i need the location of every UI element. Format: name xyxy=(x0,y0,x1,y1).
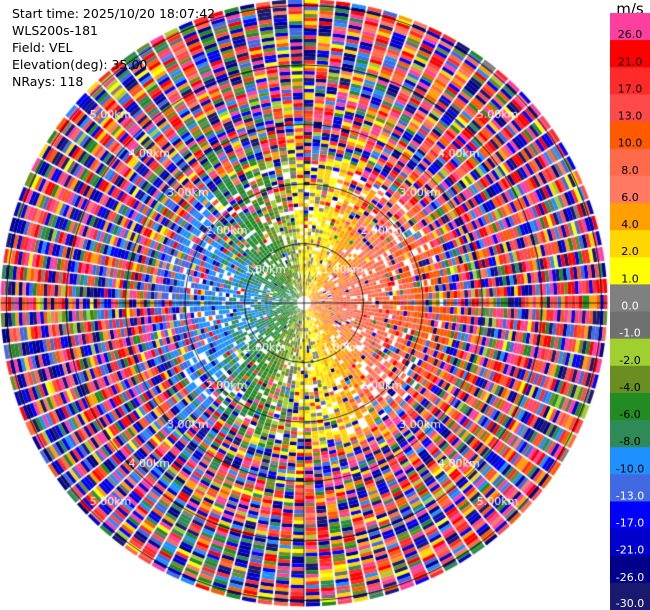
site-label: WLS200s-181 xyxy=(12,23,98,38)
colorbar-tick-label: -4.0 xyxy=(619,381,640,394)
colorbar-tick-label: -8.0 xyxy=(619,435,640,448)
nrays-label: NRays: 118 xyxy=(12,74,84,89)
colorbar-segment xyxy=(610,175,650,204)
colorbar-segment xyxy=(610,555,650,584)
colorbar-segment xyxy=(610,40,650,68)
colorbar-segment xyxy=(610,365,650,394)
colorbar-segment xyxy=(610,67,650,95)
colorbar-segment xyxy=(610,392,650,421)
colorbar-segment xyxy=(610,420,650,448)
colorbar-tick-label: -17.0 xyxy=(616,517,644,530)
elevation-label: Elevation(deg): 35.00 xyxy=(12,57,148,72)
colorbar-tick-label: 1.0 xyxy=(621,272,639,285)
ppi-plot xyxy=(0,0,610,610)
colorbar-tick-label: 26.0 xyxy=(618,28,643,41)
colorbar-tick-label: 0.0 xyxy=(621,300,639,313)
colorbar-tick-label: 6.0 xyxy=(621,191,639,204)
colorbar-segment xyxy=(610,202,650,231)
colorbar-tick-label: 10.0 xyxy=(618,137,643,150)
colorbar-segment xyxy=(610,230,650,258)
colorbar-segment xyxy=(610,121,650,150)
colorbar-tick-label: 21.0 xyxy=(618,55,643,68)
colorbar-segment xyxy=(610,284,650,312)
colorbar-tick-label: -30.0 xyxy=(616,597,644,610)
colorbar-tick-label: 17.0 xyxy=(618,82,643,95)
colorbar-segment xyxy=(610,148,650,177)
colorbar-tick-label: -2.0 xyxy=(619,354,640,367)
colorbar-segment xyxy=(610,582,650,610)
colorbar-segment xyxy=(610,338,650,367)
colorbar-tick-label: -1.0 xyxy=(619,327,640,340)
colorbar-tick-label: -21.0 xyxy=(616,544,644,557)
field-label: Field: VEL xyxy=(12,40,73,55)
colorbar-segment xyxy=(610,528,650,557)
colorbar-tick-label: -10.0 xyxy=(616,462,644,475)
start-time-label: Start time: 2025/10/20 18:07:42 xyxy=(12,6,216,21)
colorbar-tick-label: -13.0 xyxy=(616,489,644,502)
colorbar-segment xyxy=(610,501,650,530)
colorbar-segment xyxy=(610,257,650,285)
colorbar-tick-label: 13.0 xyxy=(618,110,643,123)
colorbar-segment xyxy=(610,13,650,41)
colorbar: 26.0 21.0 17.0 13.0 10.0 8.0 6.0 4.0 2.0 1.0 0.0 -1… xyxy=(610,13,650,610)
colorbar-segment xyxy=(610,311,650,340)
colorbar-segment xyxy=(610,447,650,475)
colorbar-segment xyxy=(610,474,650,502)
colorbar-segment xyxy=(610,94,650,123)
colorbar-tick-label: 8.0 xyxy=(621,164,639,177)
colorbar-tick-label: 2.0 xyxy=(621,245,639,258)
colorbar-tick-label: -6.0 xyxy=(619,408,640,421)
colorbar-tick-label: 4.0 xyxy=(621,218,639,231)
colorbar-tick-label: -26.0 xyxy=(616,571,644,584)
